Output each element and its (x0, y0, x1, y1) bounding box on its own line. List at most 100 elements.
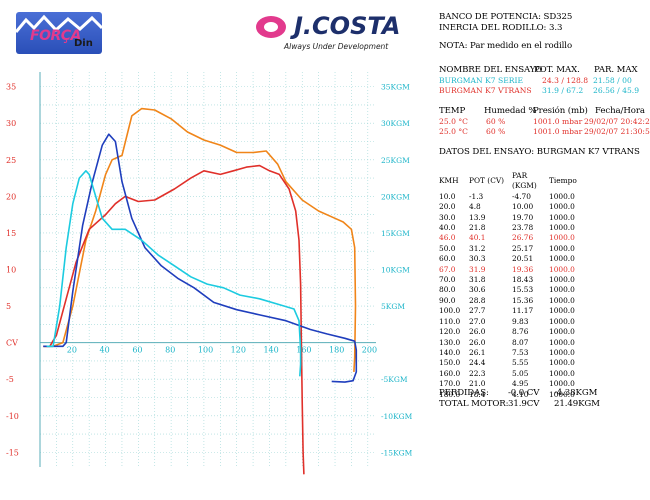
col-header-tiempo: Tiempo (549, 176, 577, 186)
table-row: 90.0 28.8 15.36 1000.0 (439, 296, 579, 306)
cell-pot: 4.8 (469, 202, 481, 212)
x-tick-label: 140 (263, 346, 278, 355)
table-row: 30.0 13.9 19.70 1000.0 (439, 213, 579, 223)
cell-kmh: 46.0 (439, 233, 456, 243)
x-tick-label: 20 (67, 346, 77, 355)
cell-kmh: 30.0 (439, 212, 456, 222)
cell-kmh: 10.0 (439, 191, 456, 201)
cell-pot: 13.9 (469, 212, 486, 222)
cond-1-temp: 25.0 °C (439, 117, 468, 126)
cell-par: 23.78 (512, 223, 534, 233)
right-tick-label: 25KGM (381, 156, 410, 165)
cell-tiempo: 1000.0 (549, 254, 575, 264)
left-tick-label: 30 (6, 119, 16, 128)
dyno-chart: 35 30 25 20 15 10 5 CV -5 -10 -15 35KGM 30KGM 25KGM 20… (6, 72, 413, 475)
left-tick-label: -15 (6, 448, 19, 457)
perdidas-label: PERDIDAS: (439, 388, 489, 398)
cond-header-presion: Presión (mb) (533, 106, 588, 116)
forca-din-logo: FORÇA Din (16, 12, 102, 54)
col-header-pot: POT (CV) (469, 176, 505, 186)
cell-kmh: 60.0 (439, 254, 456, 264)
cell-kmh: 110.0 (439, 316, 461, 326)
cell-par: 4.10 (512, 389, 529, 399)
cell-pot: 27.7 (469, 306, 486, 316)
cell-tiempo: 1000.0 (549, 212, 575, 222)
cell-pot: 21.0 (469, 379, 486, 389)
cell-par: 8.07 (512, 337, 529, 347)
datos-table: KMH POT (CV) PAR (KGM) Tiempo 10.0 -1.3 -4… (439, 171, 579, 400)
nota-label: NOTA: Par medido en el rodillo (439, 41, 573, 51)
left-tick-label: 10 (6, 266, 16, 275)
cell-kmh: 20.0 (439, 202, 456, 212)
cell-pot: 26.0 (469, 327, 486, 337)
cell-tiempo: 1000.0 (549, 233, 575, 243)
table-row: 20.0 4.8 10.00 1000.0 (439, 202, 579, 212)
cond-1-presion: 1001.0 mbar (533, 117, 583, 126)
table-row: 50.0 31.2 25.17 1000.0 (439, 244, 579, 254)
cell-tiempo: 1000.0 (549, 337, 575, 347)
cell-tiempo: 1000.0 (549, 191, 575, 201)
right-tick-label: 35KGM (381, 83, 410, 92)
banco-label: BANCO DE POTENCIA: SD325 (439, 12, 573, 22)
table-row: 40.0 21.8 23.78 1000.0 (439, 223, 579, 233)
right-tick-label: -5KGM (381, 375, 408, 384)
right-tick-label: -15KGM (381, 448, 413, 457)
table-row: 130.0 26.0 8.07 1000.0 (439, 338, 579, 348)
cell-par: 9.83 (512, 316, 529, 326)
jcosta-logo: J.COSTA Always Under Development (248, 8, 420, 54)
cell-kmh: 170.0 (439, 379, 461, 389)
ensayo-2-pot: 31.9 / 67.2 (542, 86, 584, 95)
cell-par: 25.17 (512, 243, 534, 253)
col-header-kmh: KMH (439, 176, 459, 186)
total-motor-label: TOTAL MOTOR: (439, 399, 509, 409)
x-tick-label: 40 (100, 346, 110, 355)
right-tick-label: 30KGM (381, 119, 410, 128)
jcosta-emblem-icon (256, 16, 286, 38)
cell-par: 11.17 (512, 306, 534, 316)
cell-par: 26.76 (512, 233, 534, 243)
cell-par: 4.95 (512, 379, 529, 389)
cell-pot: 28.8 (469, 295, 486, 305)
table-row: 180.0 18.4 4.10 1000.0 (439, 390, 579, 400)
cell-kmh: 50.0 (439, 243, 456, 253)
x-tick-label: 200 (362, 346, 377, 355)
table-row: 46.0 40.1 26.76 1000.0 (439, 233, 579, 243)
cell-pot: 26.0 (469, 337, 486, 347)
cell-kmh: 40.0 (439, 223, 456, 233)
cond-1-humedad: 60 % (486, 117, 506, 126)
perdidas-pot: -0.0 CV (508, 388, 540, 398)
cell-kmh: 130.0 (439, 337, 461, 347)
col-header-par: PAR (KGM) (512, 171, 537, 191)
cell-kmh: 67.0 (439, 264, 456, 274)
cond-2-presion: 1001.0 mbar (533, 127, 583, 136)
ensayo-1-name: BURGMAN K7 SERIE (439, 76, 524, 85)
series-line-3 (43, 133, 358, 383)
cell-tiempo: 1000.0 (549, 306, 575, 316)
cond-2-humedad: 60 % (486, 127, 506, 136)
cell-kmh: 120.0 (439, 327, 461, 337)
ensayo-header-name: NOMBRE DEL ENSAYO (439, 65, 543, 75)
x-tick-label: 60 (132, 346, 142, 355)
mountain-icon (16, 14, 102, 33)
ensayo-1-pot: 24.3 / 128.8 (542, 76, 589, 85)
cond-header-fecha: Fecha/Hora (595, 106, 645, 116)
cell-kmh: 70.0 (439, 275, 456, 285)
cond-header-temp: TEMP (439, 106, 466, 116)
cond-2-fecha: 29/02/07 21:30:51 (584, 127, 650, 136)
left-tick-label: -5 (6, 375, 14, 384)
table-row: 110.0 27.0 9.83 1000.0 (439, 317, 579, 327)
ensayo-2-name: BURGMAN K7 VTRANS (439, 86, 532, 95)
table-row: 140.0 26.1 7.53 1000.0 (439, 348, 579, 358)
cell-pot: -1.3 (469, 191, 484, 201)
ensayo-header-pot: POT. MAX. (534, 65, 580, 75)
cell-par: -4.70 (512, 191, 531, 201)
cell-tiempo: 1000.0 (549, 379, 575, 389)
cell-kmh: 100.0 (439, 306, 461, 316)
table-row: 150.0 24.4 5.55 1000.0 (439, 358, 579, 368)
cell-par: 7.53 (512, 347, 529, 357)
logo-jcosta-text: J.COSTA (294, 12, 401, 40)
left-tick-label: -10 (6, 412, 19, 421)
table-row: 10.0 -1.3 -4.70 1000.0 (439, 192, 579, 202)
table-row: 70.0 31.8 18.43 1000.0 (439, 275, 579, 285)
cell-kmh: 80.0 (439, 285, 456, 295)
